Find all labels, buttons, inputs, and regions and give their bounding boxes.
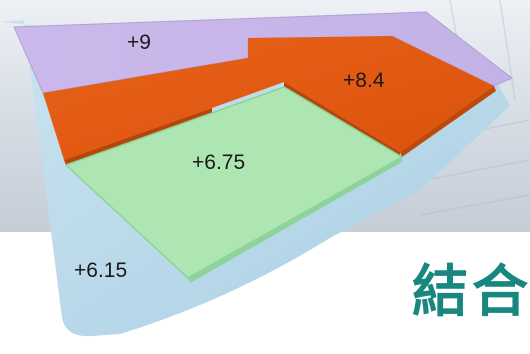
label-upper-level: +8.4 <box>343 69 385 92</box>
caption-text: 結合 <box>412 259 530 325</box>
label-middle-level: +6.75 <box>192 151 246 174</box>
label-ground-level: +6.15 <box>74 259 128 282</box>
level-upper-edge-front <box>400 86 496 157</box>
level-upper <box>43 36 494 160</box>
level-middle-edge <box>188 157 402 283</box>
label-top-level: +9 <box>127 31 151 54</box>
level-upper-edge-left <box>64 108 212 165</box>
level-middle <box>64 86 404 279</box>
